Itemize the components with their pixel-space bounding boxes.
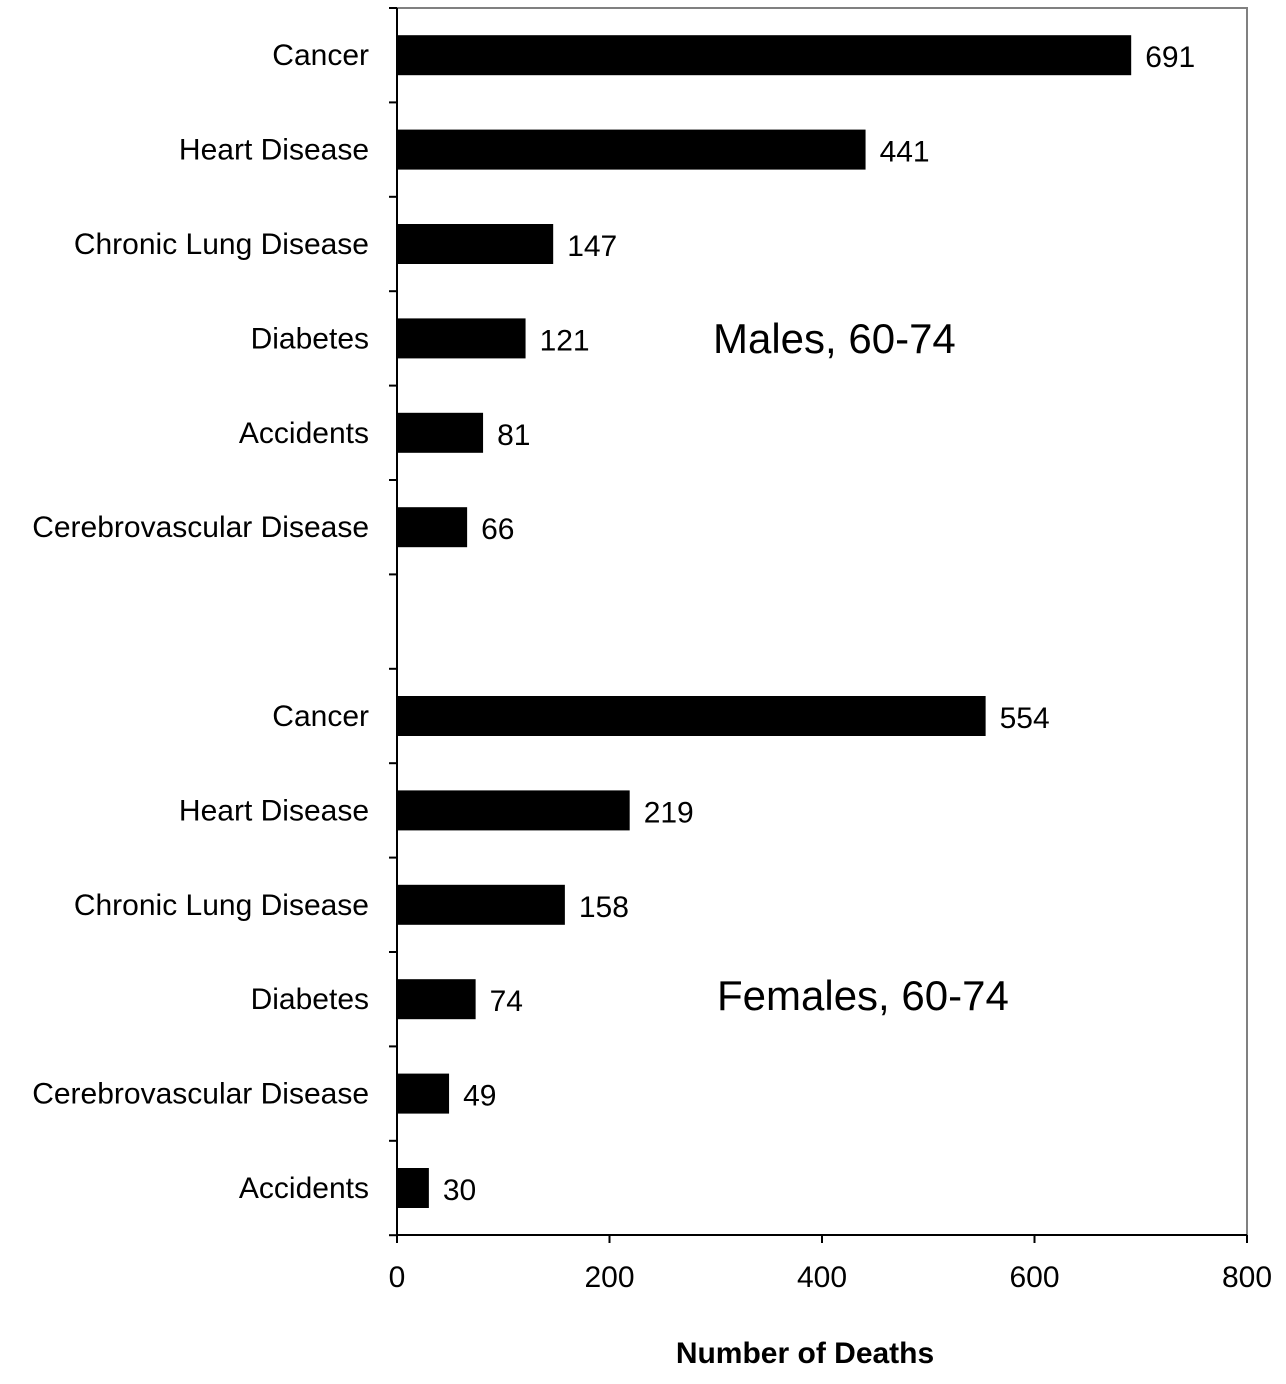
x-tick-label: 0 bbox=[389, 1261, 406, 1294]
data-label: 158 bbox=[579, 891, 629, 924]
data-label: 441 bbox=[880, 136, 930, 169]
bar bbox=[397, 1073, 450, 1114]
group-label-females: Females, 60-74 bbox=[717, 972, 1009, 1019]
category-label: Cancer bbox=[272, 700, 369, 733]
bar bbox=[397, 884, 565, 925]
data-label: 74 bbox=[490, 985, 523, 1018]
bar bbox=[397, 696, 986, 736]
category-label: Accidents bbox=[239, 417, 369, 450]
bar bbox=[397, 318, 526, 359]
x-tick-label: 200 bbox=[584, 1261, 634, 1294]
category-label: Chronic Lung Disease bbox=[74, 889, 369, 922]
category-label: Accidents bbox=[239, 1172, 369, 1205]
category-label: Cerebrovascular Disease bbox=[32, 511, 369, 544]
labels-layer: 0 200 400 600 800 Cancer 691 Heart Disease 441 Ch… bbox=[32, 39, 1272, 1294]
x-tick-label: 400 bbox=[797, 1261, 847, 1294]
x-axis-title: Number of Deaths bbox=[676, 1337, 934, 1370]
bar bbox=[397, 35, 1132, 76]
data-label: 691 bbox=[1145, 41, 1195, 74]
category-label: Chronic Lung Disease bbox=[74, 228, 369, 261]
data-label: 554 bbox=[1000, 702, 1050, 735]
bar bbox=[397, 1168, 429, 1208]
data-label: 219 bbox=[644, 796, 694, 829]
category-label: Diabetes bbox=[251, 322, 369, 355]
bar bbox=[397, 224, 554, 264]
bar bbox=[397, 979, 476, 1020]
data-label: 81 bbox=[497, 419, 530, 452]
bars-layer bbox=[397, 35, 1132, 1208]
x-tick-label: 800 bbox=[1222, 1261, 1272, 1294]
bar bbox=[397, 790, 630, 831]
x-tick-label: 600 bbox=[1009, 1261, 1059, 1294]
plot-area-border bbox=[396, 7, 1248, 1236]
category-label: Heart Disease bbox=[179, 134, 369, 167]
bar bbox=[397, 412, 484, 453]
data-label: 66 bbox=[481, 513, 514, 546]
category-label: Cerebrovascular Disease bbox=[32, 1078, 369, 1111]
category-label: Heart Disease bbox=[179, 794, 369, 827]
category-label: Diabetes bbox=[251, 983, 369, 1016]
bar bbox=[397, 507, 468, 548]
data-label: 121 bbox=[540, 324, 590, 357]
data-label: 30 bbox=[443, 1174, 476, 1207]
axes-layer bbox=[389, 7, 1248, 1243]
data-label: 49 bbox=[463, 1080, 496, 1113]
data-label: 147 bbox=[567, 230, 617, 263]
bar bbox=[397, 129, 866, 170]
category-label: Cancer bbox=[272, 39, 369, 72]
group-label-males: Males, 60-74 bbox=[713, 315, 956, 362]
